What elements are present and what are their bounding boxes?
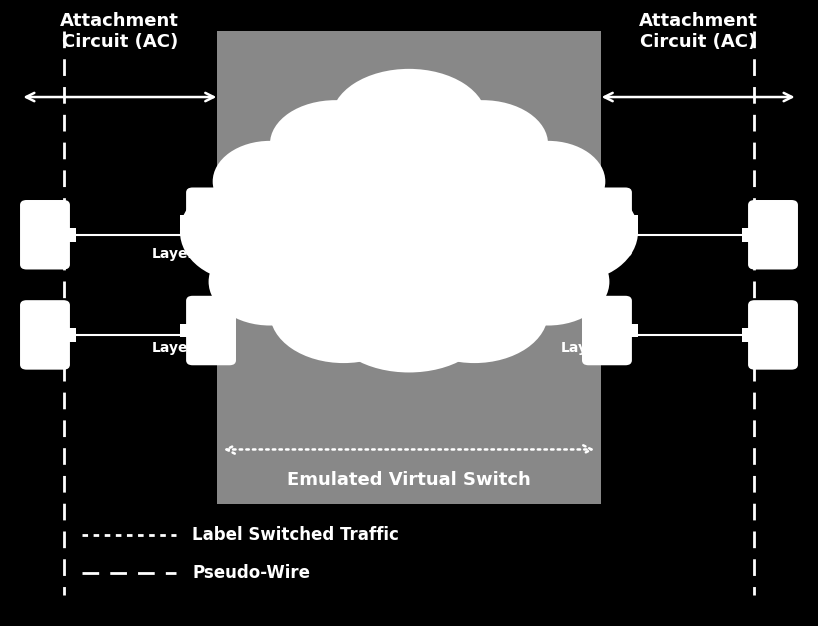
Text: Label Switched Traffic: Label Switched Traffic [192, 526, 399, 544]
Text: Emulated Virtual Switch: Emulated Virtual Switch [287, 471, 531, 488]
FancyBboxPatch shape [748, 300, 798, 369]
Ellipse shape [270, 100, 401, 188]
FancyBboxPatch shape [187, 188, 236, 257]
FancyBboxPatch shape [20, 300, 70, 369]
Bar [741, 228, 756, 242]
Ellipse shape [417, 100, 548, 188]
Ellipse shape [507, 182, 638, 282]
Ellipse shape [401, 263, 548, 363]
Text: Attachment
Circuit (AC): Attachment Circuit (AC) [639, 12, 757, 51]
Ellipse shape [409, 166, 605, 297]
Bar [217, 31, 601, 504]
Text: Attachment
Circuit (AC): Attachment Circuit (AC) [61, 12, 179, 51]
FancyBboxPatch shape [582, 296, 631, 366]
FancyBboxPatch shape [187, 296, 236, 366]
Ellipse shape [270, 263, 417, 363]
Bar [62, 228, 77, 242]
Text: Layer-2: Layer-2 [151, 247, 210, 261]
Ellipse shape [180, 182, 311, 282]
Ellipse shape [213, 166, 409, 297]
Ellipse shape [491, 141, 605, 222]
Bar [62, 328, 77, 342]
FancyBboxPatch shape [748, 200, 798, 269]
Text: Layer-2: Layer-2 [560, 247, 619, 261]
Bar [623, 215, 638, 229]
Text: Pseudo-Wire: Pseudo-Wire [192, 564, 310, 582]
Ellipse shape [331, 279, 487, 372]
Ellipse shape [209, 238, 331, 326]
FancyBboxPatch shape [20, 200, 70, 269]
Bar [623, 324, 638, 337]
Bar [741, 328, 756, 342]
Text: Layer-2: Layer-2 [151, 341, 210, 355]
Bar [180, 215, 195, 229]
Ellipse shape [487, 238, 609, 326]
Ellipse shape [331, 69, 487, 169]
Ellipse shape [270, 150, 548, 313]
Ellipse shape [213, 141, 327, 222]
Text: Layer-2: Layer-2 [560, 341, 619, 355]
FancyBboxPatch shape [582, 188, 631, 257]
Bar [180, 324, 195, 337]
